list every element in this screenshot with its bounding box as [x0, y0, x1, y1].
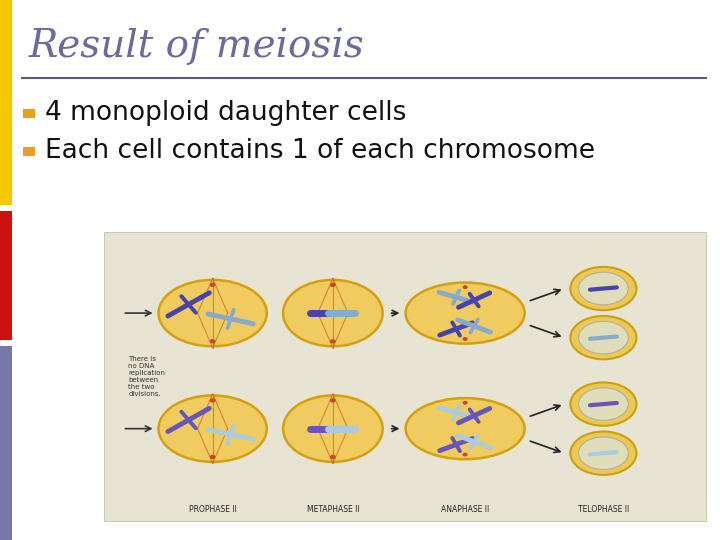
Ellipse shape	[210, 283, 215, 287]
Bar	[23, 147, 35, 156]
Bar	[0, 0, 12, 205]
Ellipse shape	[405, 398, 525, 459]
Ellipse shape	[330, 399, 336, 403]
Ellipse shape	[570, 382, 636, 426]
Ellipse shape	[210, 455, 215, 459]
Text: PROPHASE II: PROPHASE II	[189, 505, 237, 514]
Bar	[104, 232, 706, 521]
Ellipse shape	[570, 267, 636, 310]
Ellipse shape	[405, 282, 525, 343]
Text: ANAPHASE II: ANAPHASE II	[441, 505, 490, 514]
Text: There is
no DNA
replication
between
the two
divisions.: There is no DNA replication between the …	[128, 356, 166, 397]
Bar	[23, 109, 35, 118]
Text: 4 monoploid daughter cells: 4 monoploid daughter cells	[45, 100, 406, 126]
Ellipse shape	[330, 339, 336, 343]
Ellipse shape	[579, 272, 628, 305]
Ellipse shape	[210, 339, 215, 343]
Text: Result of meiosis: Result of meiosis	[29, 27, 364, 65]
Text: Each cell contains 1 of each chromosome: Each cell contains 1 of each chromosome	[45, 138, 595, 164]
Ellipse shape	[579, 321, 628, 354]
Ellipse shape	[330, 455, 336, 459]
Ellipse shape	[462, 453, 468, 456]
Ellipse shape	[462, 401, 468, 404]
Ellipse shape	[283, 395, 382, 462]
Ellipse shape	[462, 285, 468, 289]
Ellipse shape	[210, 399, 215, 403]
Ellipse shape	[158, 280, 266, 346]
Ellipse shape	[283, 280, 382, 346]
Ellipse shape	[570, 316, 636, 359]
Ellipse shape	[570, 431, 636, 475]
Ellipse shape	[158, 395, 266, 462]
Text: TELOPHASE II: TELOPHASE II	[577, 505, 629, 514]
Text: METAPHASE II: METAPHASE II	[307, 505, 359, 514]
Bar	[0, 346, 12, 540]
Ellipse shape	[579, 437, 628, 469]
Ellipse shape	[579, 388, 628, 420]
Ellipse shape	[330, 283, 336, 287]
Bar	[0, 211, 12, 340]
Ellipse shape	[462, 337, 468, 341]
